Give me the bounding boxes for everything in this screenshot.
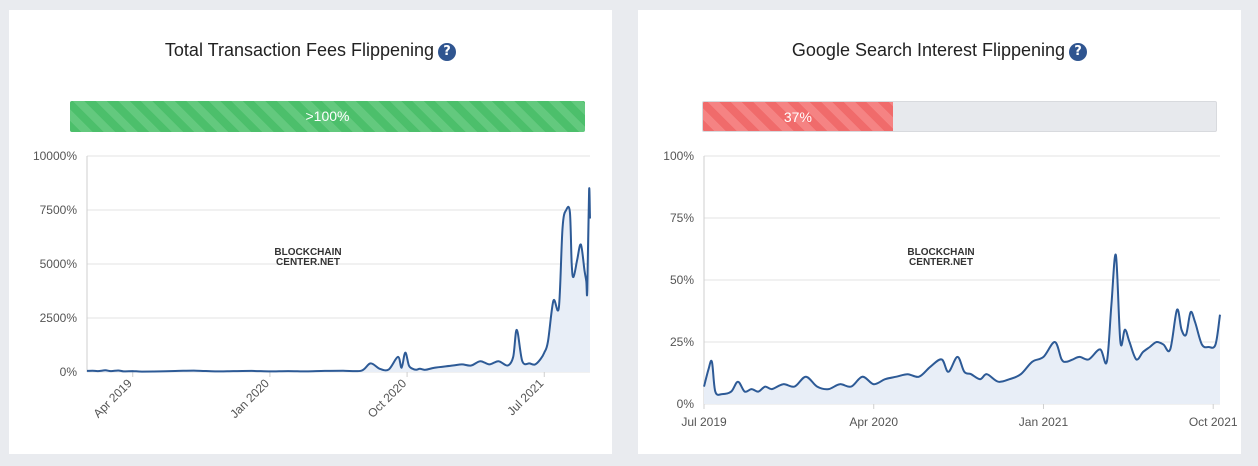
fees-ytick-label: 2500%	[40, 311, 78, 325]
search-progress-bar: 37%	[702, 101, 1217, 132]
search-xtick-label: Jul 2019	[681, 415, 727, 429]
fees-ytick-label: 7500%	[40, 203, 78, 217]
search-ytick-label: 100%	[663, 149, 694, 163]
search-xtick-label: Oct 2021	[1189, 415, 1238, 429]
search-xtick-label: Jan 2021	[1019, 415, 1069, 429]
search-series-area	[704, 254, 1220, 404]
fees-ytick-label: 5000%	[40, 257, 78, 271]
fees-xtick-label: Jan 2020	[227, 376, 272, 421]
fees-watermark-line1: BLOCKCHAIN	[274, 247, 341, 258]
search-chart: 0% 25% 50% 75% 100% Jul 2019 Apr 2020 Jan 2021 O…	[663, 149, 1238, 429]
fees-progress-label: >100%	[305, 108, 350, 124]
fees-xtick-label: Apr 2019	[91, 376, 136, 421]
search-series-line	[703, 253, 1221, 396]
search-watermark-line1: BLOCKCHAIN	[907, 247, 974, 258]
fees-ytick-label: 10000%	[33, 149, 77, 163]
search-progress-fill	[703, 102, 893, 131]
fees-card-title: Total Transaction Fees Flippening?	[9, 40, 612, 61]
fees-flippening-card: Total Transaction Fees Flippening? >100%…	[9, 10, 612, 454]
fees-watermark-line2: CENTER.NET	[276, 257, 340, 268]
search-card-title: Google Search Interest Flippening?	[638, 40, 1241, 61]
fees-progress-bar: >100%	[70, 101, 585, 132]
fees-ytick-label: 0%	[60, 365, 78, 379]
search-progress-label: 37%	[783, 109, 812, 125]
question-circle-icon[interactable]: ?	[438, 43, 457, 61]
fees-chart: 0% 2500% 5000% 7500% 10000% Apr 2019 Jan 2020 O…	[33, 149, 591, 421]
search-ytick-label: 25%	[670, 335, 694, 349]
fees-title-text: Total Transaction Fees Flippening	[164, 40, 435, 60]
search-xtick-label: Apr 2020	[849, 415, 898, 429]
question-circle-icon[interactable]: ?	[1069, 43, 1088, 61]
fees-series-line	[86, 187, 591, 373]
fees-xtick-label: Oct 2020	[365, 376, 410, 421]
search-title-text: Google Search Interest Flippening	[791, 40, 1066, 60]
fees-xtick-label: Jul 2021	[504, 376, 546, 418]
search-watermark-line2: CENTER.NET	[909, 257, 973, 268]
search-ytick-label: 75%	[670, 211, 694, 225]
search-ytick-label: 0%	[677, 397, 695, 411]
search-ytick-label: 50%	[670, 273, 694, 287]
search-flippening-card: Google Search Interest Flippening? 37% 0…	[638, 10, 1241, 454]
fees-progress-fill	[70, 101, 585, 132]
